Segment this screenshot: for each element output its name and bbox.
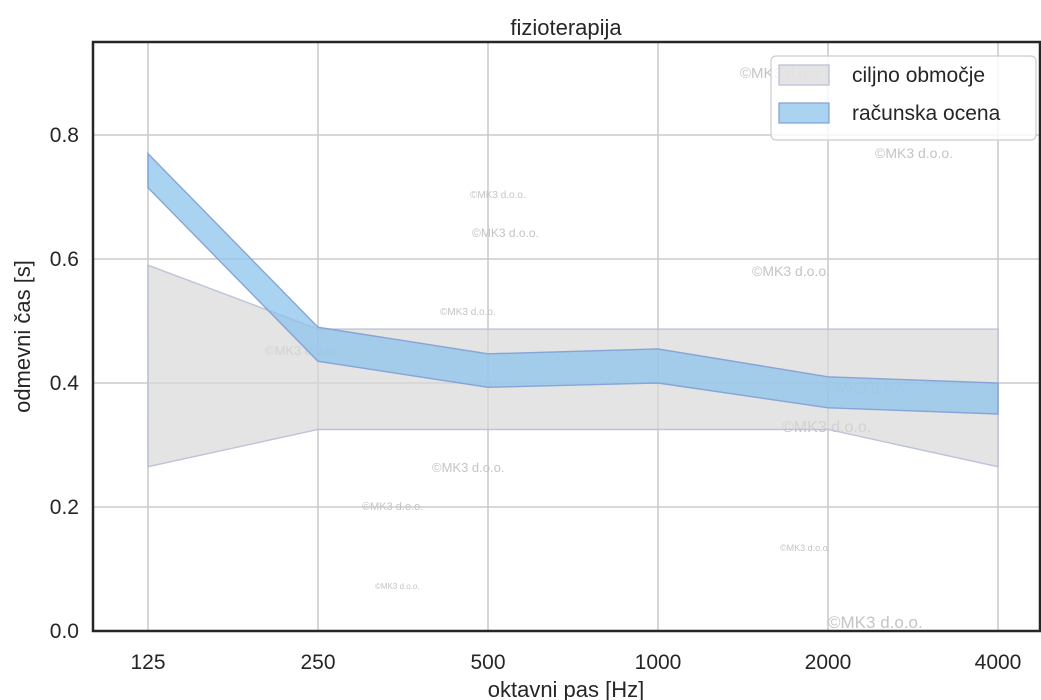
x-axis-ticks: 125 250 500 1000 2000 4000	[130, 651, 1021, 674]
watermark-text: ©MK3 d.o.o.	[440, 307, 496, 318]
y-axis-ticks: 0.0 0.2 0.4 0.6 0.8	[50, 124, 80, 643]
y-tick-label: 0.4	[50, 372, 80, 395]
watermark-text: ©MK3 d.o.o.	[432, 460, 504, 475]
legend-box	[770, 55, 1037, 141]
y-tick-label: 0.8	[50, 124, 79, 147]
x-tick-label: 4000	[975, 651, 1022, 674]
x-tick-label: 1000	[635, 651, 682, 674]
watermark-text: ©MK3 d.o.o.	[472, 226, 539, 240]
watermark-text: ©MK3 d.o.o.	[875, 145, 953, 161]
legend-entry-label: ciljno območje	[852, 64, 985, 87]
watermark-text: ©MK3 d.o.o.	[470, 190, 526, 201]
watermark-text: ©MK3 d.o.o.	[752, 263, 830, 279]
watermark-text: ©MK3 d.o.o.	[780, 543, 830, 553]
legend-swatch	[778, 102, 830, 124]
x-tick-label: 125	[130, 651, 165, 674]
y-tick-label: 0.2	[50, 496, 79, 519]
y-axis-label: odmevni čas [s]	[10, 260, 35, 413]
legend-entry-label: računska ocena	[852, 102, 1001, 125]
legend: ciljno območje računska ocena	[770, 55, 1037, 141]
x-tick-label: 500	[470, 651, 505, 674]
series-areas	[147, 151, 999, 468]
x-tick-label: 2000	[805, 651, 852, 674]
watermark-text: ©MK3 d.o.o.	[828, 613, 923, 632]
legend-swatch	[778, 64, 830, 86]
series-area-estimate	[147, 151, 999, 415]
watermark-text: ©MK3 d.o.o.	[375, 582, 420, 591]
x-tick-label: 250	[300, 651, 335, 674]
y-tick-label: 0.6	[50, 248, 79, 271]
watermark-text: ©MK3 d.o.o.	[362, 501, 423, 513]
x-axis-label: oktavni pas [Hz]	[488, 677, 645, 700]
plot-frame	[91, 40, 1041, 633]
chart-title: fizioterapija	[510, 15, 622, 40]
y-tick-label: 0.0	[50, 620, 79, 643]
